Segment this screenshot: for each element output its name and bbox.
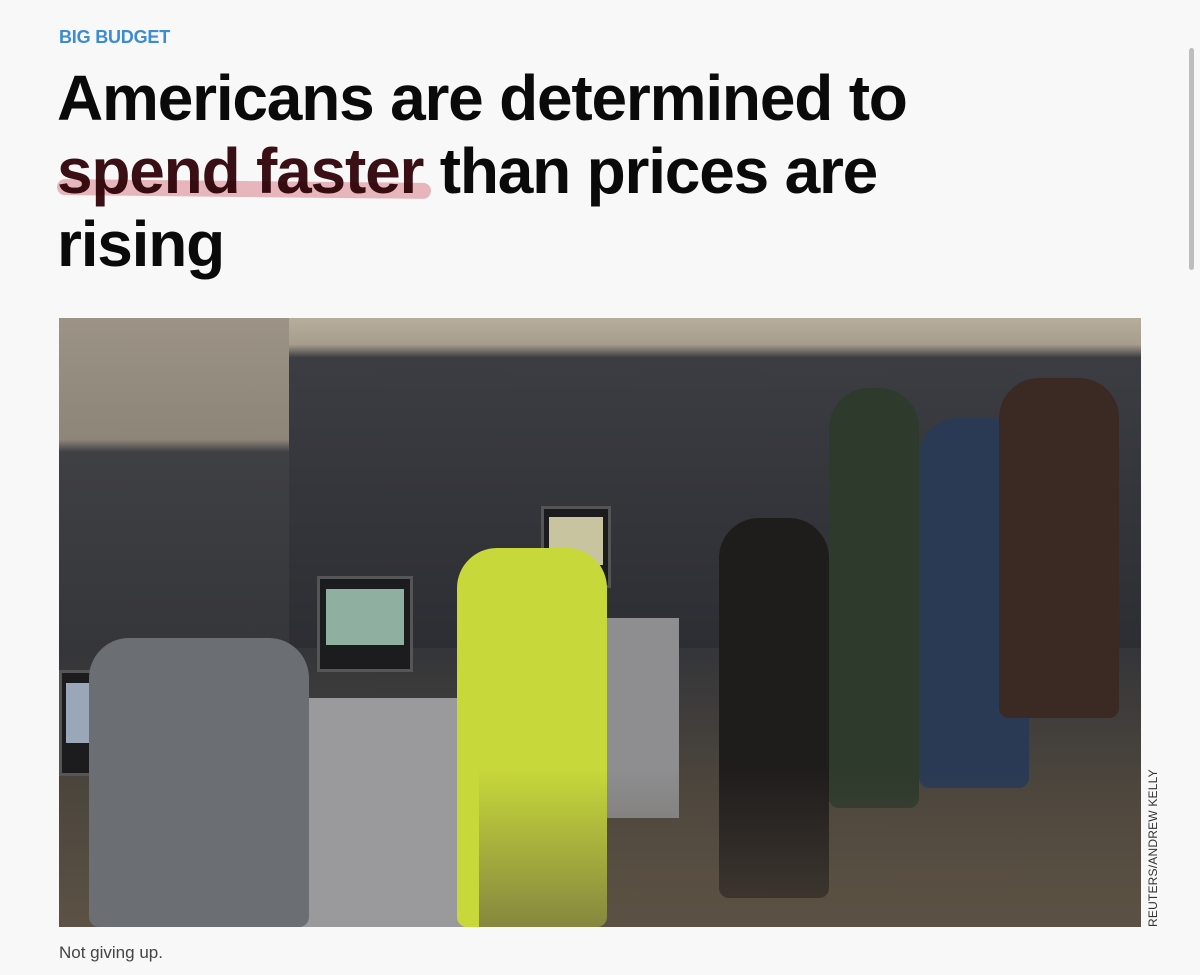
section-kicker-link[interactable]: BIG BUDGET <box>59 27 171 47</box>
headline-line-3: rising <box>57 208 225 280</box>
headline-line-2: spend faster than prices are <box>57 135 907 208</box>
photo-person <box>89 638 309 927</box>
headline-line-2-rest: than prices are <box>423 135 879 207</box>
photo-person <box>829 388 919 808</box>
photo-person <box>999 378 1119 718</box>
headline-highlight: spend faster <box>57 135 424 207</box>
photo-kiosk <box>317 576 413 672</box>
photo-floor <box>479 768 1141 927</box>
headline-line-1: Americans are determined to <box>57 62 908 134</box>
article-headline: Americans are determined to spend faster… <box>57 62 908 281</box>
scrollbar[interactable] <box>1189 48 1194 270</box>
photo-credit: REUTERS/ANDREW KELLY <box>1146 769 1160 927</box>
photo-caption: Not giving up. <box>59 943 163 962</box>
photo-counter <box>295 698 485 927</box>
article-photo-self-checkout <box>59 318 1141 927</box>
